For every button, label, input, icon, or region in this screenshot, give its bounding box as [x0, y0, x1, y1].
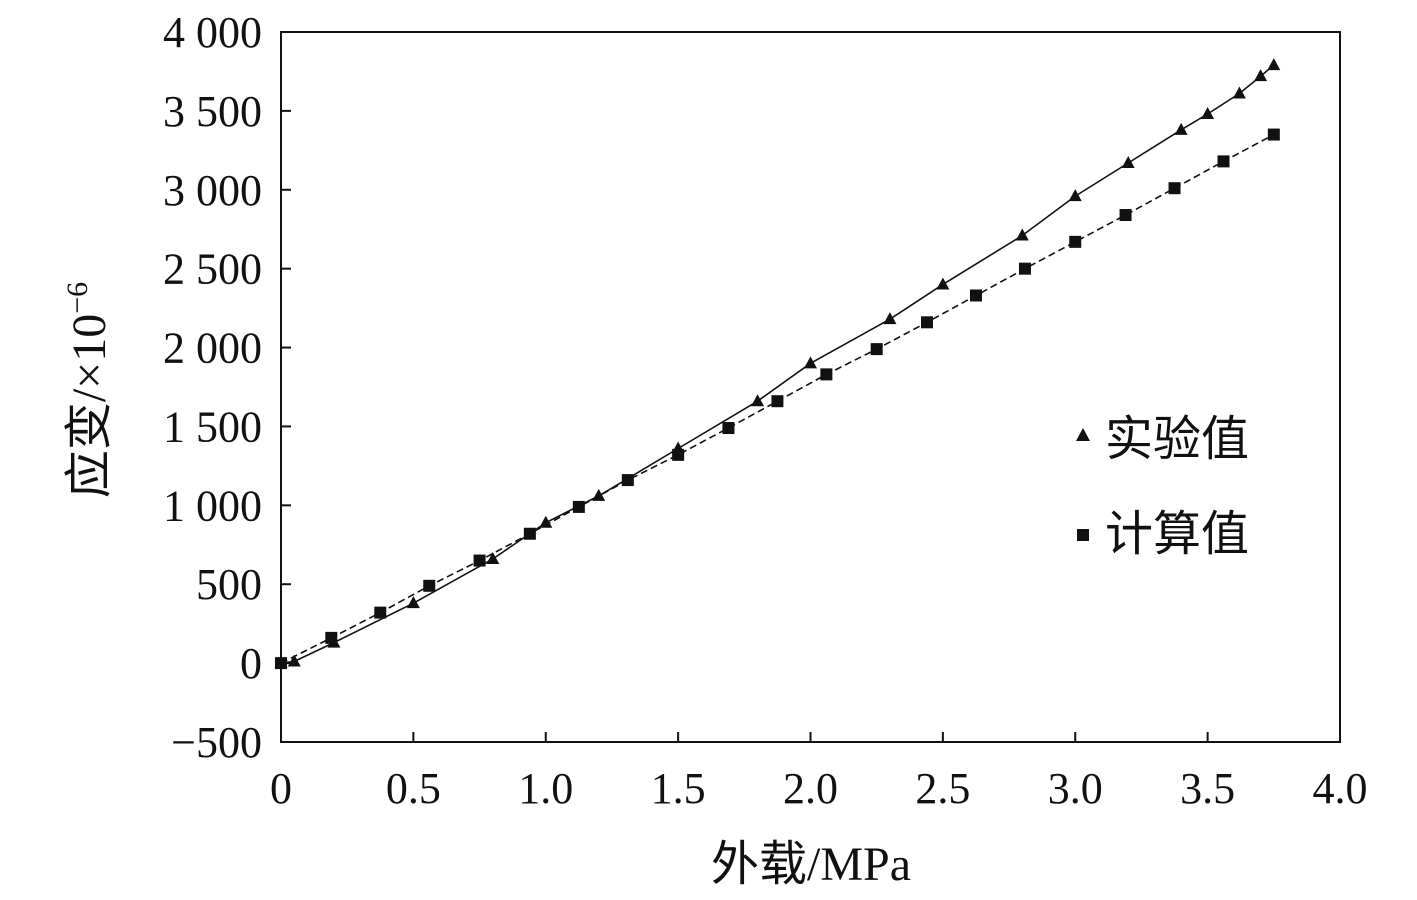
y-tick-label: 2 500 [163, 245, 262, 294]
data-point-experiment [1267, 58, 1281, 71]
x-tick-label: 4.0 [1313, 764, 1368, 813]
data-point-calculated [374, 606, 387, 619]
x-tick-label: 1.0 [518, 764, 573, 813]
data-point-calculated [920, 316, 933, 329]
data-point-experiment [1201, 107, 1215, 120]
data-point-calculated [672, 448, 685, 461]
data-point-experiment [539, 515, 553, 528]
data-point-experiment [1232, 86, 1246, 99]
data-point-experiment [287, 654, 301, 667]
x-tick-label: 1.5 [651, 764, 706, 813]
y-tick-label: 2 000 [163, 324, 262, 373]
plot-frame [280, 31, 1341, 743]
data-point-calculated [820, 368, 833, 381]
x-axis-ticks: 0 0.5 1.0 1.5 2.0 2.5 3.0 3.5 4.0 [270, 732, 1368, 813]
data-point-calculated [1168, 182, 1181, 195]
y-tick-label: 4 000 [163, 8, 262, 57]
data-point-experiment [1068, 189, 1082, 202]
data-point-calculated [969, 289, 982, 302]
data-point-calculated [722, 422, 735, 435]
data-point-experiment [1015, 228, 1029, 241]
data-point-calculated [572, 500, 585, 513]
y-axis-title-base: 应变/×10 [63, 314, 116, 498]
y-tick-label: 500 [196, 560, 262, 609]
x-tick-label: 3.0 [1048, 764, 1103, 813]
legend-label-calculated: 计算值 [1105, 508, 1249, 561]
x-axis-title: 外载/MPa [711, 838, 911, 891]
data-point-calculated [325, 631, 338, 644]
y-axis-title: 应变/×10−6 [61, 282, 116, 498]
y-axis-ticks: −500 0 500 1 000 1 500 2 000 2 500 3 000 3 500 4 … [163, 8, 291, 767]
data-point-experiment [804, 356, 817, 369]
y-tick-label: −500 [171, 718, 262, 767]
data-point-calculated [1069, 235, 1082, 248]
x-tick-label: 3.5 [1180, 764, 1235, 813]
data-point-experiment [751, 394, 765, 407]
y-axis-title-exponent: −6 [61, 282, 94, 314]
legend-marker-calculated-square [1077, 529, 1089, 541]
x-tick-label: 2.0 [783, 764, 838, 813]
data-point-calculated [523, 527, 536, 540]
series-layer [274, 58, 1281, 670]
x-tick-label: 2.5 [915, 764, 970, 813]
data-point-calculated [870, 343, 883, 356]
data-point-calculated [771, 395, 784, 408]
y-tick-label: 1 000 [163, 481, 262, 530]
x-tick-label: 0 [270, 764, 292, 813]
legend: 实验值 计算值 [1076, 413, 1249, 561]
data-point-experiment [1174, 122, 1188, 135]
series-line-experiment [280, 64, 1275, 664]
data-point-calculated [1267, 128, 1280, 141]
data-point-calculated [423, 579, 436, 592]
y-tick-label: 0 [240, 639, 262, 688]
y-tick-label: 3 500 [163, 87, 262, 136]
data-point-experiment [936, 277, 950, 290]
data-point-calculated [1119, 209, 1132, 222]
data-point-calculated [1018, 262, 1031, 275]
legend-label-experiment: 实验值 [1105, 413, 1249, 466]
data-point-calculated [275, 657, 287, 670]
y-tick-label: 1 500 [163, 402, 262, 451]
data-point-experiment [883, 312, 897, 325]
data-point-calculated [1217, 155, 1230, 168]
data-point-experiment [1121, 155, 1135, 168]
data-point-experiment [406, 596, 420, 609]
x-tick-label: 0.5 [386, 764, 441, 813]
data-point-calculated [473, 554, 486, 567]
data-point-experiment [486, 551, 500, 564]
y-tick-label: 3 000 [163, 166, 262, 215]
legend-marker-experiment-triangle [1076, 428, 1090, 441]
data-point-experiment [1254, 69, 1268, 82]
data-point-calculated [621, 474, 634, 487]
